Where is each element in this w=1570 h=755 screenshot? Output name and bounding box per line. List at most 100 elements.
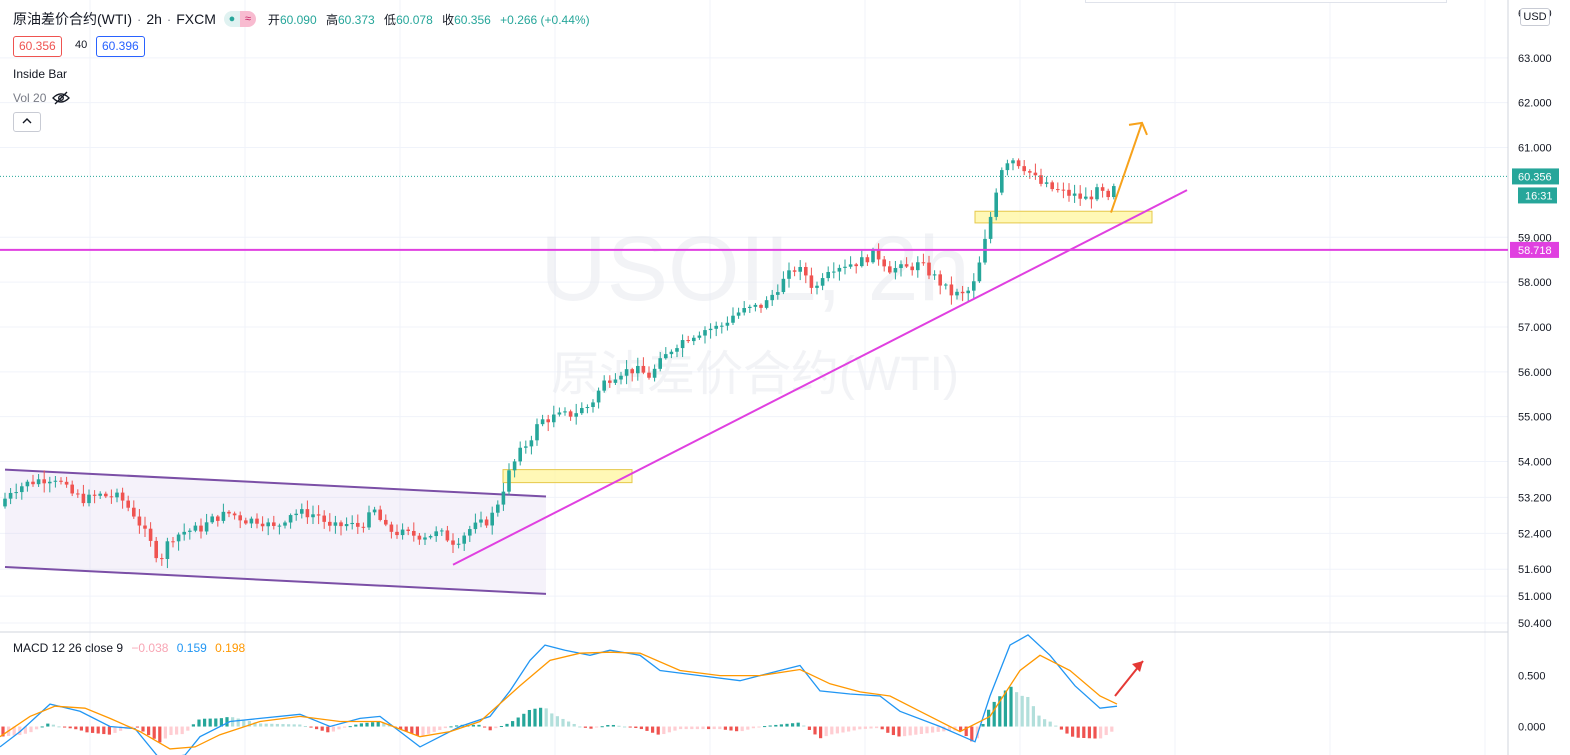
- candle: [440, 528, 444, 536]
- macd-histogram-bar: [438, 726, 442, 731]
- macd-histogram-bar: [483, 726, 487, 728]
- candle: [165, 537, 170, 569]
- candle: [893, 260, 898, 280]
- candle: [781, 271, 786, 295]
- currency-button[interactable]: USD: [1520, 8, 1550, 26]
- candle: [770, 289, 774, 306]
- candle-body: [115, 492, 119, 498]
- macd-histogram-bar: [544, 708, 548, 727]
- volume-indicator[interactable]: Vol 20: [13, 91, 71, 105]
- macd-tick-label: 0.500: [1518, 671, 1546, 683]
- macd-histogram-bar: [427, 726, 431, 734]
- macd-histogram-bar: [656, 726, 660, 735]
- candle-body: [921, 262, 926, 264]
- collapse-legend-button[interactable]: [13, 112, 41, 132]
- macd-histogram-bar: [908, 726, 912, 736]
- candle: [815, 281, 819, 295]
- macd-histogram-bar: [203, 718, 207, 727]
- last-price-badge: [1512, 168, 1559, 185]
- candle: [888, 261, 892, 275]
- candle-body: [960, 291, 965, 294]
- countdown-badge: [1518, 187, 1557, 204]
- candle: [938, 270, 942, 295]
- candle: [860, 250, 864, 268]
- candle-body: [507, 470, 511, 492]
- channel-lower-line: [4, 565, 547, 595]
- macd-histogram-bar: [12, 726, 16, 736]
- candle: [3, 492, 7, 509]
- candle-body: [714, 325, 718, 329]
- candle: [137, 508, 142, 534]
- candle: [1005, 159, 1010, 176]
- candle: [652, 364, 657, 382]
- macd-histogram-bar: [270, 723, 274, 727]
- macd-histogram-bar: [337, 726, 341, 730]
- macd-histogram-bar: [611, 724, 615, 727]
- candle-body: [468, 529, 472, 536]
- price-tick-label: 61.000: [1518, 143, 1552, 155]
- candle-body: [843, 266, 847, 268]
- candle-body: [1084, 196, 1088, 199]
- eye-hidden-icon[interactable]: [52, 91, 71, 105]
- candle-body: [294, 513, 298, 516]
- candle: [171, 537, 175, 548]
- candle: [311, 505, 315, 525]
- market-status-pill[interactable]: ● ≈: [223, 11, 256, 27]
- macd-histogram-bar: [1104, 726, 1108, 736]
- grid: [0, 0, 1509, 755]
- buy-price-box[interactable]: 60.396: [96, 36, 145, 57]
- candle: [87, 489, 91, 507]
- candle-body: [406, 529, 410, 531]
- macd-histogram-bar: [779, 724, 783, 727]
- macd-legend[interactable]: MACD 12 26 close 9 −0.038 0.159 0.198: [13, 641, 245, 655]
- interval[interactable]: 2h: [146, 11, 162, 27]
- candle: [126, 495, 130, 512]
- symbol-name[interactable]: 原油差价合约(WTI): [13, 11, 132, 27]
- candle-body: [350, 522, 354, 525]
- candle-body: [384, 519, 388, 525]
- candle-body: [731, 315, 735, 323]
- candle: [804, 262, 808, 284]
- candle: [904, 257, 909, 269]
- candle: [188, 528, 192, 540]
- candle: [400, 523, 405, 540]
- macd-line: [0, 634, 1118, 755]
- candle-body: [927, 262, 931, 276]
- macd-histogram-bar: [51, 724, 55, 727]
- candle-body: [910, 266, 914, 271]
- support-zone: [502, 469, 633, 484]
- candle-body: [76, 493, 80, 495]
- inside-bar-indicator[interactable]: Inside Bar: [13, 67, 68, 81]
- candle: [591, 399, 595, 413]
- macd-histogram-bar: [830, 726, 834, 735]
- macd-histogram-bar: [1048, 721, 1052, 727]
- symbol-legend[interactable]: 原油差价合约(WTI) · 2h · FXCM ● ≈ 开60.090 高60.…: [13, 9, 596, 29]
- candle: [361, 522, 366, 533]
- macd-histogram-bar: [947, 726, 951, 731]
- channel-upper-line: [4, 468, 547, 498]
- candle-body: [176, 534, 181, 542]
- candle-body: [820, 278, 825, 286]
- macd-histogram-bar: [645, 726, 649, 731]
- candle: [238, 511, 242, 529]
- macd-histogram-bar: [371, 722, 375, 727]
- macd-histogram-bar: [539, 707, 543, 727]
- price-tick-label: 63.000: [1518, 53, 1552, 65]
- candle: [708, 323, 713, 339]
- sell-price-box[interactable]: 60.356: [13, 36, 62, 57]
- macd-histogram-bar: [987, 709, 991, 727]
- candle-body: [932, 274, 937, 276]
- candle-body: [770, 294, 774, 301]
- candle: [512, 459, 517, 478]
- candle-body: [893, 268, 898, 273]
- candle: [624, 360, 629, 385]
- macd-histogram-bar: [1065, 726, 1069, 734]
- macd-histogram-bar: [522, 713, 526, 727]
- macd-histogram-bar: [919, 726, 923, 735]
- macd-histogram-bar: [130, 726, 134, 728]
- candle-body: [221, 511, 226, 521]
- candle: [1067, 183, 1071, 202]
- close-label: 收: [442, 12, 455, 27]
- candle-body: [81, 493, 86, 504]
